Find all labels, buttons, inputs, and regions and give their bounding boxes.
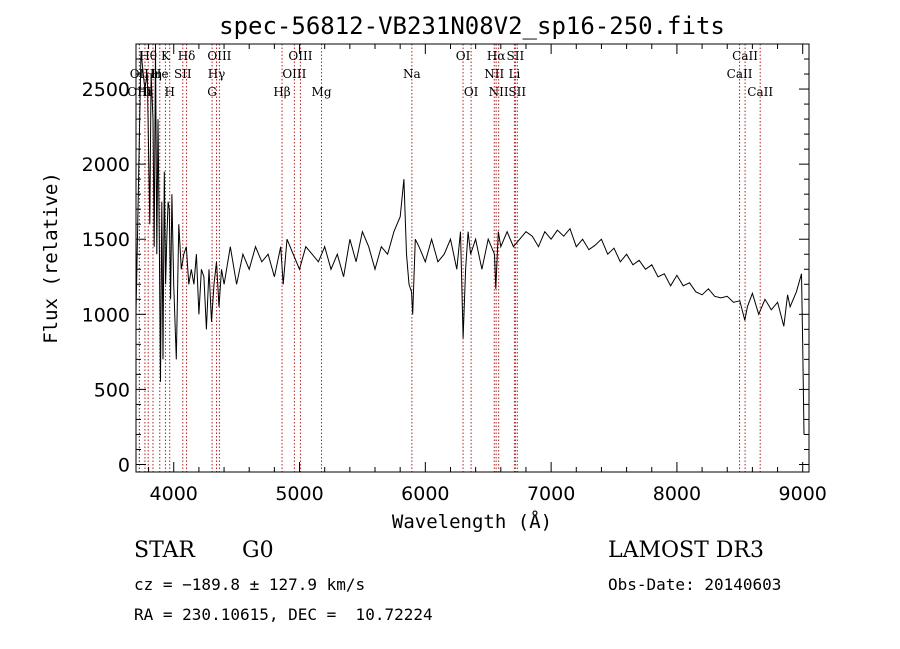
spectral-line-label: OIII: [282, 67, 306, 81]
spectral-line-label: OI: [456, 49, 471, 63]
y-axis-ticks: 0 500 1000 1500 2000 2500: [82, 58, 809, 476]
spectral-line-label: NII: [484, 67, 504, 81]
spectral-line-label: Hη: [144, 67, 162, 81]
spectral-line-label: CaII: [727, 67, 753, 81]
coordinates-text: RA = 230.10615, DEC = 10.72224: [134, 605, 433, 624]
spectral-line-label: NII: [489, 85, 509, 99]
obs-date-text: Obs-Date: 20140603: [608, 575, 782, 594]
spectral-line-label: SII: [507, 49, 525, 63]
survey-label: LAMOST DR3: [608, 538, 764, 563]
spectrum-line: [135, 43, 805, 435]
y-axis-label: Flux (relative): [40, 172, 62, 344]
spectral-line-label: Hι: [137, 85, 152, 99]
spectral-line-label: OIII: [288, 49, 312, 63]
spectral-line-label: Li: [508, 67, 520, 81]
x-tick-label: 8000: [653, 483, 701, 505]
spectral-line-label: OIII: [127, 85, 151, 99]
spectral-line-label: Hδ: [178, 49, 196, 63]
y-tick-label: 500: [94, 379, 130, 401]
spectral-line-label: K: [161, 49, 171, 63]
object-class: STAR: [134, 538, 195, 563]
spectral-line-label: Hα: [487, 49, 506, 63]
spectral-line-label: SII: [508, 85, 526, 99]
spectral-line-label: CaII: [747, 85, 773, 99]
spectral-line-label: OIII: [207, 49, 231, 63]
y-tick-label: 2000: [82, 154, 130, 176]
spectral-line-label: Hγ: [208, 67, 226, 81]
x-axis-label: Wavelength (Å): [392, 510, 552, 533]
x-tick-label: 7000: [527, 483, 575, 505]
spectral-line-label: He: [151, 67, 169, 81]
x-tick-label: 4000: [150, 483, 198, 505]
y-tick-label: 1000: [82, 304, 130, 326]
spectral-line-label: Mg: [312, 85, 332, 99]
spectral-line-label: CaII: [732, 49, 758, 63]
y-tick-label: 1500: [82, 229, 130, 251]
x-tick-label: 6000: [401, 483, 449, 505]
spectral-line-label: OI: [464, 85, 479, 99]
spectral-line-label: Hθ: [139, 49, 157, 63]
chart-title: spec-56812-VB231N08V2_sp16-250.fits: [219, 12, 725, 40]
x-tick-label: 5000: [275, 483, 323, 505]
x-tick-label: 9000: [779, 483, 827, 505]
plot-frame: [135, 43, 810, 473]
spectral-line-label: SII: [174, 67, 192, 81]
x-axis-ticks: 4000 5000 6000 7000 8000 9000: [148, 44, 827, 505]
spectral-line-label: Na: [403, 67, 421, 81]
y-tick-label: 2500: [82, 79, 130, 101]
spectral-line-label: G: [207, 85, 217, 99]
spectral-line-label: Hβ: [273, 85, 290, 99]
redshift-text: cz = −189.8 ± 127.9 km/s: [134, 575, 366, 594]
spectral-line-label: H: [164, 85, 174, 99]
object-subclass: G0: [242, 538, 274, 563]
y-tick-label: 0: [118, 454, 130, 476]
